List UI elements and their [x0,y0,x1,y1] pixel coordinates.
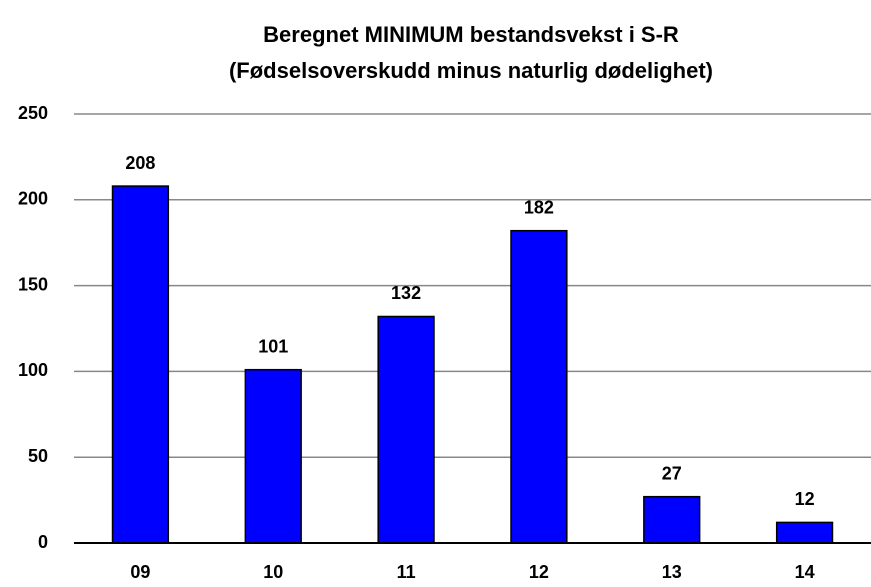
chart-title: Beregnet MINIMUM bestandsvekst i S-R [263,22,679,47]
y-tick-label: 0 [38,532,48,552]
bar [377,315,435,544]
x-tick-label: 13 [662,562,682,582]
value-label: 27 [662,463,682,483]
x-tick-label: 14 [795,562,815,582]
y-tick-label: 150 [18,274,48,294]
chart-subtitle: (Fødselsoverskudd minus naturlig dødelig… [229,58,713,83]
y-tick-label: 200 [18,189,48,209]
y-tick-label: 100 [18,360,48,380]
bar [111,185,170,544]
value-label: 101 [258,336,288,356]
x-tick-label: 12 [529,562,549,582]
value-label: 208 [125,153,155,173]
bar [244,368,302,544]
value-label: 132 [391,283,421,303]
x-tick-label: 11 [397,562,416,582]
y-tick-label: 250 [18,103,48,123]
value-label: 12 [795,489,815,509]
value-label: 182 [524,197,554,217]
x-tick-label: 09 [130,562,150,582]
bar [510,229,568,544]
bar [643,495,701,544]
y-tick-label: 50 [28,446,48,466]
bar [775,521,834,544]
x-tick-label: 10 [263,562,283,582]
